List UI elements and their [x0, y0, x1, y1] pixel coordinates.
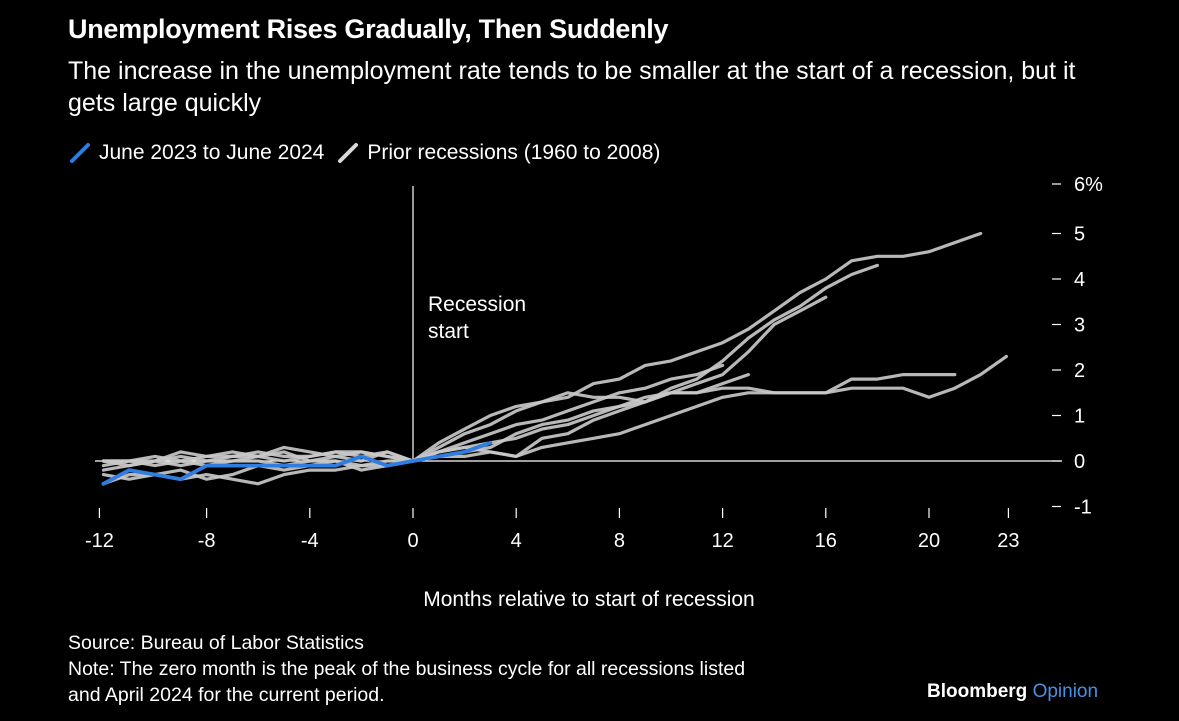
x-tick-label: 4 — [511, 530, 522, 552]
y-tick-label: -1 — [1074, 497, 1092, 519]
x-tick-label: -12 — [85, 530, 114, 552]
x-tick-label: 8 — [614, 530, 625, 552]
x-tick-label: 20 — [918, 530, 940, 552]
series-line-current — [101, 440, 493, 486]
y-tick-label: 2 — [1074, 360, 1085, 382]
x-tick-label: -4 — [301, 530, 319, 552]
x-tick-label: 16 — [815, 530, 837, 552]
y-tick-label: 1 — [1074, 406, 1085, 428]
y-tick-label: 6% — [1074, 174, 1103, 196]
chart-legend: June 2023 to June 2024 Prior recessions … — [68, 141, 672, 165]
legend-label-current: June 2023 to June 2024 — [99, 141, 325, 164]
footnote-line-1: Note: The zero month is the peak of the … — [68, 658, 746, 680]
legend-item-prior: Prior recessions (1960 to 2008) — [336, 141, 660, 165]
series-line-prior-6 — [101, 373, 751, 468]
legend-item-current: June 2023 to June 2024 — [68, 141, 324, 165]
chart-frame — [46, 0, 1134, 721]
footnote-line-2: and April 2024 for the current period. — [68, 684, 385, 706]
legend-swatch-current — [70, 143, 90, 163]
x-tick-label: 23 — [997, 530, 1019, 552]
chart-title: Unemployment Rises Gradually, Then Sudde… — [68, 14, 669, 44]
annotation-recession: Recession — [428, 293, 526, 316]
bloomberg-opinion-logo: Bloomberg Opinion — [927, 681, 1099, 702]
legend-label-prior: Prior recessions (1960 to 2008) — [367, 141, 661, 164]
y-tick-label: 5 — [1074, 224, 1085, 246]
annotation-start: start — [428, 320, 469, 343]
x-axis-label: Months relative to start of recession — [423, 588, 754, 611]
y-tick-label: 4 — [1074, 269, 1085, 291]
y-tick-label: 0 — [1074, 451, 1085, 473]
source-note: Source: Bureau of Labor Statistics — [68, 632, 364, 654]
x-tick-label: -8 — [198, 530, 216, 552]
x-tick-label: 0 — [407, 530, 418, 552]
legend-swatch-prior — [338, 143, 359, 163]
chart-subtitle: The increase in the unemployment rate te… — [68, 57, 1076, 117]
y-tick-label: 3 — [1074, 315, 1085, 337]
x-tick-label: 12 — [711, 530, 733, 552]
